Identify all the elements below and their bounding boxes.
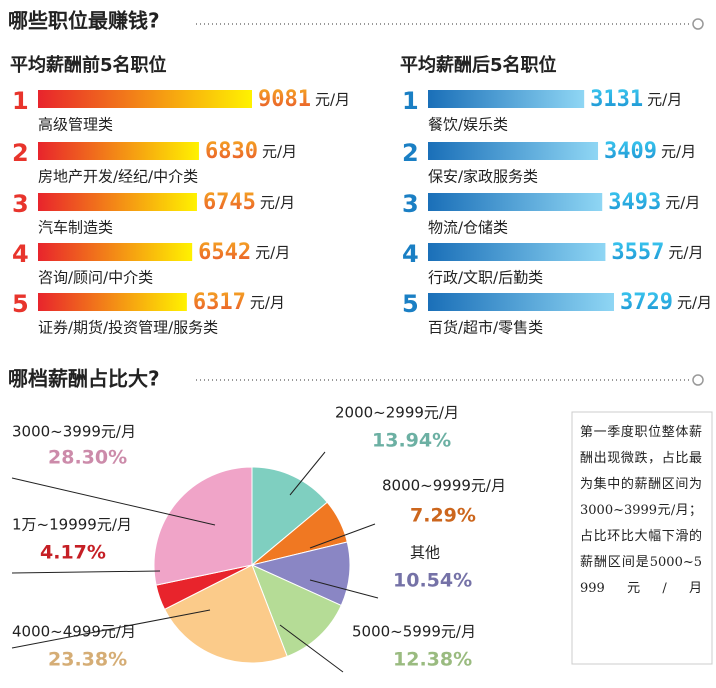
value-label: 9081: [258, 87, 311, 112]
chart-title: 平均薪酬前5名职位: [10, 54, 167, 76]
leader-line: [11, 570, 161, 574]
chart-title: 平均薪酬后5名职位: [400, 54, 557, 76]
value-label: 6317: [193, 290, 246, 315]
leader-line: [11, 477, 216, 526]
bar: [428, 193, 603, 211]
rank: 4: [12, 240, 29, 268]
slice-label: 1万~19999元/月: [12, 516, 132, 534]
bar: [38, 142, 199, 160]
slice-label: 5000~5999元/月: [352, 623, 476, 641]
category-label: 百货/超市/零售类: [428, 319, 543, 337]
slice-value: 10.54%: [393, 570, 472, 592]
section-title: 哪些职位最赚钱?: [8, 9, 160, 33]
bar: [38, 90, 252, 108]
pie-slice: [251, 466, 328, 567]
bar: [428, 142, 599, 160]
note-box: [571, 411, 713, 665]
leader-line: [309, 579, 379, 599]
leader-line: [279, 624, 344, 673]
unit: 元/月: [260, 194, 295, 212]
bar: [38, 193, 197, 211]
pie-slice: [251, 564, 342, 658]
bar: [428, 90, 585, 108]
category-label: 餐饮/娱乐类: [428, 116, 508, 134]
bar: [428, 243, 606, 261]
slice-value: 23.38%: [48, 649, 127, 671]
unit: 元/月: [661, 143, 696, 161]
unit: 元/月: [255, 244, 290, 262]
category-label: 保安/家政服务类: [428, 168, 538, 186]
value-label: 6745: [203, 190, 256, 215]
divider-end: [692, 18, 704, 30]
pie-slice: [163, 564, 288, 664]
category-label: 房地产开发/经纪/中介类: [38, 168, 198, 186]
bar: [428, 293, 614, 311]
value-label: 3493: [608, 190, 661, 215]
leader-line: [309, 523, 376, 549]
slice-label: 8000~9999元/月: [382, 477, 506, 495]
unit: 元/月: [668, 244, 703, 262]
value-label: 3729: [620, 290, 673, 315]
rank: 3: [12, 190, 29, 218]
value-label: 6542: [198, 240, 251, 265]
unit: 元/月: [665, 194, 700, 212]
rank: 5: [402, 290, 419, 318]
rank: 2: [12, 139, 29, 167]
pie-slice: [153, 466, 253, 586]
unit: 元/月: [677, 294, 712, 312]
slice-label: 4000~4999元/月: [12, 623, 136, 641]
category-label: 证券/期货/投资管理/服务类: [38, 319, 218, 337]
unit: 元/月: [647, 91, 682, 109]
rank: 3: [402, 190, 419, 218]
bar: [38, 243, 193, 261]
divider-end: [692, 374, 704, 386]
unit: 元/月: [250, 294, 285, 312]
rank: 5: [12, 290, 29, 318]
category-label: 咨询/顾问/中介类: [38, 269, 153, 287]
slice-label: 2000~2999元/月: [335, 404, 459, 422]
slice-value: 13.94%: [372, 430, 451, 452]
bar: [38, 293, 187, 311]
leader-line: [11, 609, 211, 649]
rank: 1: [402, 87, 419, 115]
category-label: 物流/仓储类: [428, 219, 508, 237]
unit: 元/月: [262, 143, 297, 161]
category-label: 汽车制造类: [38, 219, 113, 237]
value-label: 3409: [604, 139, 657, 164]
note: 第一季度职位整体薪酬出现微跌，占比最为集中的薪酬区间为3000~3999元/月；…: [580, 425, 702, 596]
slice-value: 28.30%: [48, 447, 127, 469]
slice-value: 4.17%: [40, 542, 106, 564]
category-label: 高级管理类: [38, 116, 113, 134]
section-title: 哪档薪酬占比大?: [8, 367, 160, 391]
value-label: 3131: [590, 87, 643, 112]
slice-label: 其他: [410, 544, 440, 562]
leader-line: [289, 451, 326, 496]
rank: 4: [402, 240, 419, 268]
slice-value: 7.29%: [410, 505, 476, 527]
value-label: 6830: [205, 139, 258, 164]
rank: 2: [402, 139, 419, 167]
slice-value: 12.38%: [393, 649, 472, 671]
category-label: 行政/文职/后勤类: [428, 269, 543, 287]
value-label: 3557: [611, 240, 664, 265]
unit: 元/月: [315, 91, 350, 109]
slice-label: 3000~3999元/月: [12, 423, 136, 441]
rank: 1: [12, 87, 29, 115]
